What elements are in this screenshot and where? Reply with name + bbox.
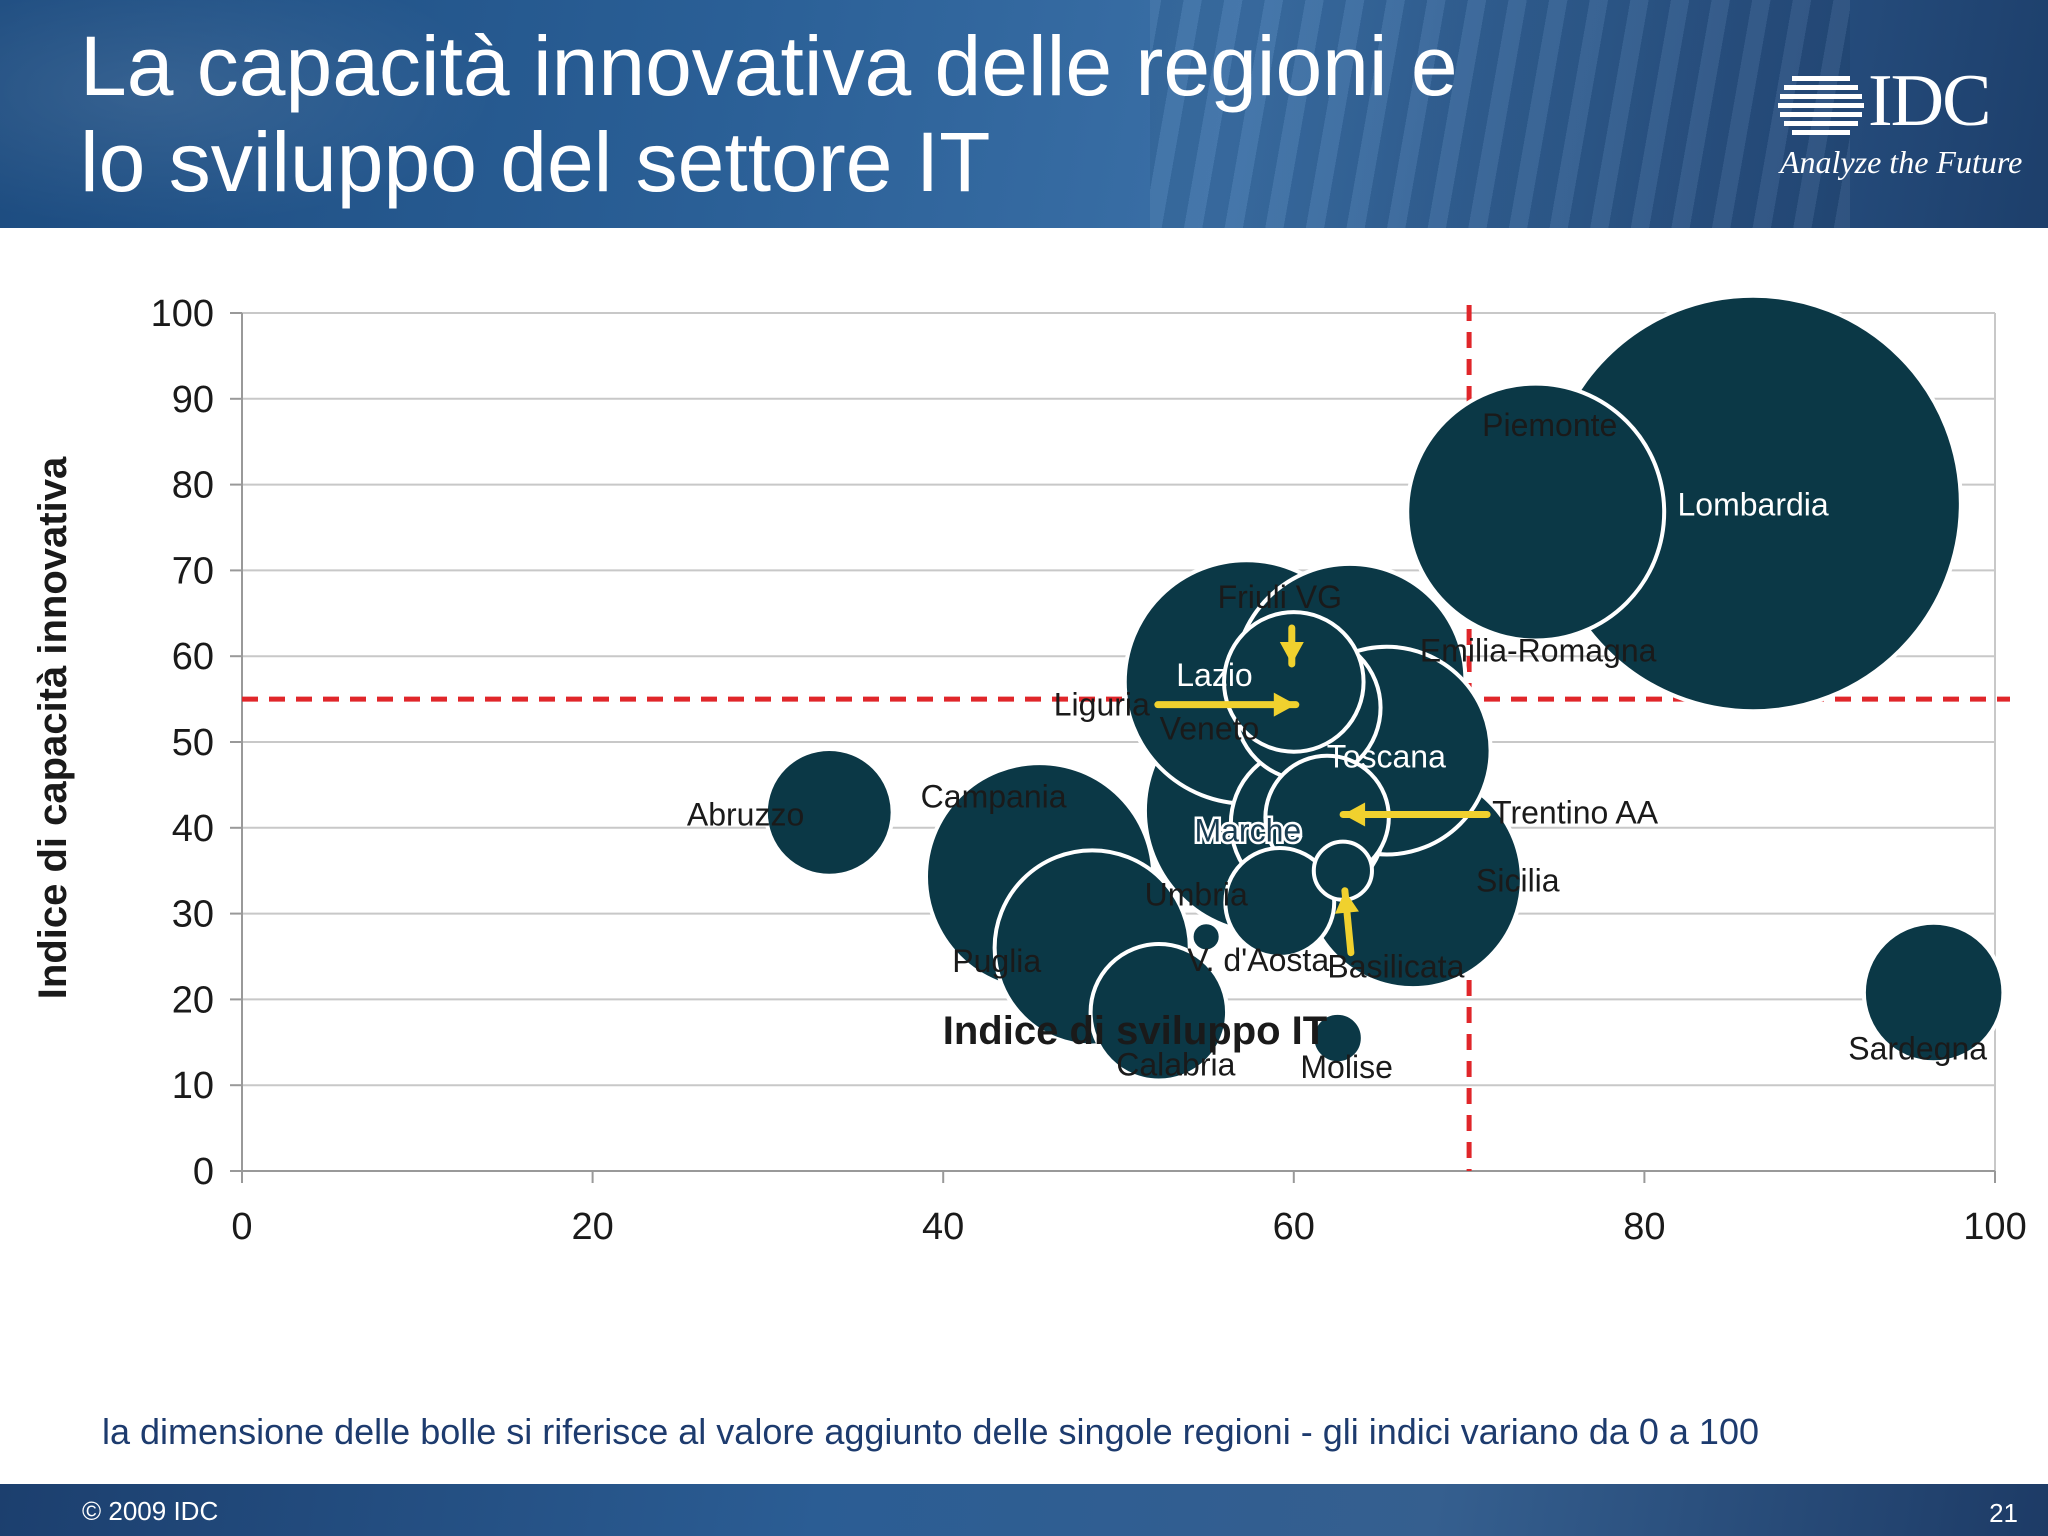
slide-footer: © 2009 IDC 21 <box>0 1484 2048 1536</box>
y-tick-label-70: 70 <box>172 550 214 592</box>
y-axis-title: Indice di capacità innovativa <box>31 456 75 999</box>
x-tick-label-0: 0 <box>231 1206 252 1248</box>
arrowhead-liguria <box>1273 692 1296 717</box>
bubble-label-sardegna: Sardegna <box>1848 1031 1987 1067</box>
bubble-label-piemonte: Piemonte <box>1482 407 1617 443</box>
bubble-label-emilia-romagna: Emilia-Romagna <box>1420 632 1657 668</box>
bubble-label-lombardia: Lombardia <box>1677 486 1828 522</box>
x-axis-title: Indice di sviluppo IT <box>943 1009 1327 1053</box>
bubble-abruzzo <box>763 746 895 878</box>
slide-title: La capacità innovativa delle regioni e l… <box>80 18 1640 210</box>
arrowhead-friuli-vg <box>1279 641 1304 664</box>
y-tick-label-60: 60 <box>172 636 214 678</box>
bubble-labels: Emilia-Romagna Lazio Veneto Toscana Liguria F… <box>687 407 1987 1085</box>
y-tick-label-10: 10 <box>172 1065 214 1107</box>
bubble-v-d-aosta <box>1189 920 1223 954</box>
bubble-label-toscana: Toscana <box>1327 739 1446 775</box>
slide-title-line-2: lo sviluppo del settore IT <box>80 115 991 209</box>
header-background-glow <box>0 0 500 228</box>
bubble-label-puglia: Puglia <box>952 943 1041 979</box>
bubble-label-campania: Campania <box>921 779 1067 815</box>
bubble-label-marche: Marche <box>1194 813 1301 849</box>
header-background-texture <box>1150 0 1850 228</box>
y-tick-label-0: 0 <box>193 1151 214 1193</box>
bubble-molise <box>1310 1010 1365 1066</box>
y-tick-label-20: 20 <box>172 979 214 1021</box>
bubble-piemonte <box>1405 381 1667 643</box>
logo-wordmark: IDC <box>1868 60 1991 142</box>
bubble-label-sicilia: Sicilia <box>1476 862 1560 898</box>
chart-bubbles <box>763 293 2006 1083</box>
bubble-chart: Emilia-Romagna Lazio Veneto Toscana Liguria F… <box>31 293 2027 1248</box>
page-number: 21 <box>1989 1498 2018 1528</box>
bubble-label-trentino-aa: Trentino AA <box>1492 795 1659 831</box>
bubble-label-friuli-vg: Friuli VG <box>1218 579 1342 615</box>
arrowhead-trentino-aa <box>1343 802 1366 827</box>
bubble-label-calabria: Calabria <box>1116 1046 1235 1082</box>
bubble-label-liguria: Liguria <box>1054 687 1150 723</box>
chart-axes <box>230 312 1996 1183</box>
x-tick-label-40: 40 <box>922 1206 964 1248</box>
bubble-label-abruzzo: Abruzzo <box>687 796 804 832</box>
bubble-calabria <box>1088 942 1230 1083</box>
slide-title-line-1: La capacità innovativa delle regioni e <box>80 19 1458 113</box>
bubble-label-umbria: Umbria <box>1145 876 1248 912</box>
bubble-friuli-vg <box>1222 610 1366 754</box>
bubble-size-footnote: la dimensione delle bolle si riferisce a… <box>102 1411 1759 1452</box>
bubble-label-molise: Molise <box>1300 1049 1392 1085</box>
x-tick-label-60: 60 <box>1273 1206 1315 1248</box>
arrowhead-basilicata <box>1335 890 1359 914</box>
y-tick-label-40: 40 <box>172 808 214 850</box>
x-tick-label-100: 100 <box>1963 1206 2026 1248</box>
y-tick-label-80: 80 <box>172 465 214 507</box>
copyright-text: © 2009 IDC <box>82 1496 219 1526</box>
x-tick-label-80: 80 <box>1623 1206 1665 1248</box>
y-tick-label-100: 100 <box>151 293 214 335</box>
axis-tick-labels: 0 10 20 30 40 50 60 70 80 90 100 0 20 40 60 80 100 <box>151 293 2027 1248</box>
bubble-label-basilicata: Basilicata <box>1327 949 1464 985</box>
bubble-label-veneto: Veneto <box>1160 711 1260 747</box>
globe-icon <box>1778 76 1864 135</box>
bubble-label-lazio: Lazio <box>1176 657 1253 693</box>
bubble-sardegna <box>1861 920 2006 1065</box>
bubble-umbria <box>1223 846 1337 959</box>
x-tick-label-20: 20 <box>571 1206 613 1248</box>
slide-header: La capacità innovativa delle regioni e l… <box>0 0 2048 228</box>
bubble-label-v-d-aosta: V. d'Aosta <box>1187 942 1329 978</box>
logo-tagline: Analyze the Future <box>1780 144 2023 180</box>
y-tick-label-50: 50 <box>172 722 214 764</box>
idc-logo: IDC Analyze the Future <box>1776 64 2022 182</box>
y-tick-label-30: 30 <box>172 894 214 936</box>
callout-arrows <box>1154 624 1491 957</box>
y-tick-label-90: 90 <box>172 379 214 421</box>
